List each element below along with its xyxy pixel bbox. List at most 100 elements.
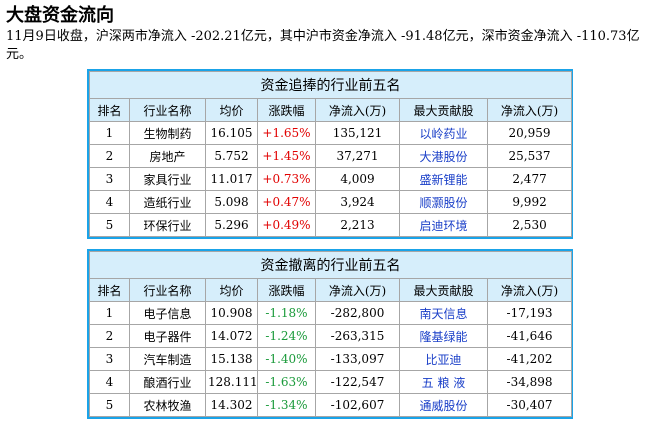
net-inflow-cell: 37,271: [315, 144, 400, 168]
rank-cell: 1: [89, 121, 130, 145]
net-inflow-cell: 3,924: [315, 190, 400, 214]
net-inflow-cell: -263,315: [315, 324, 400, 348]
net-inflow-cell: 135,121: [315, 121, 400, 145]
table-row: 5 农林牧渔 14.302 -1.34% -102,607 通威股份 -30,4…: [89, 393, 573, 417]
rank-cell: 3: [89, 347, 130, 371]
col-header-price: 均价: [205, 278, 258, 302]
top-stock-link[interactable]: 南天信息: [399, 301, 488, 325]
col-header-rank: 排名: [89, 98, 130, 122]
table-row: 3 家具行业 11.017 +0.73% 4,009 盛新锂能 2,477: [89, 167, 573, 191]
table-row: 2 电子器件 14.072 -1.24% -263,315 隆基绿能 -41,6…: [89, 324, 573, 348]
table-row: 2 房地产 5.752 +1.45% 37,271 大港股份 25,537: [89, 144, 573, 168]
price-cell: 128.111: [205, 370, 258, 394]
price-cell: 10.908: [205, 301, 258, 325]
col-header-net-inflow: 净流入(万): [315, 98, 400, 122]
col-header-price: 均价: [205, 98, 258, 122]
table-row: 5 环保行业 5.296 +0.49% 2,213 启迪环境 2,530: [89, 213, 573, 237]
rank-cell: 2: [89, 324, 130, 348]
industry-cell: 生物制药: [129, 121, 206, 145]
industry-cell: 农林牧渔: [129, 393, 206, 417]
stock-net-inflow-cell: -17,193: [486, 301, 573, 325]
industry-cell: 电子信息: [129, 301, 206, 325]
top-stock-link[interactable]: 盛新锂能: [399, 167, 488, 191]
col-header-top-stock: 最大贡献股: [399, 98, 488, 122]
col-header-stock-net-inflow: 净流入(万): [486, 278, 573, 302]
outflow-header-row: 排名 行业名称 均价 涨跌幅 净流入(万) 最大贡献股 净流入(万): [89, 278, 573, 302]
table-row: 3 汽车制造 15.138 -1.40% -133,097 比亚迪 -41,20…: [89, 347, 573, 371]
industry-cell: 酿酒行业: [129, 370, 206, 394]
col-header-industry: 行业名称: [129, 98, 206, 122]
table-row: 4 造纸行业 5.098 +0.47% 3,924 顺灏股份 9,992: [89, 190, 573, 214]
inflow-table-title: 资金追捧的行业前五名: [88, 71, 573, 99]
outflow-table-title: 资金撤离的行业前五名: [88, 251, 573, 279]
change-cell: +0.73%: [257, 167, 316, 191]
price-cell: 5.752: [205, 144, 258, 168]
price-cell: 16.105: [205, 121, 258, 145]
price-cell: 14.302: [205, 393, 258, 417]
change-cell: +1.65%: [257, 121, 316, 145]
net-inflow-cell: -133,097: [315, 347, 400, 371]
stock-net-inflow-cell: -34,898: [486, 370, 573, 394]
industry-cell: 造纸行业: [129, 190, 206, 214]
market-summary: 11月9日收盘，沪深两市净流入 -202.21亿元，其中沪市资金净流入 -91.…: [6, 29, 640, 62]
price-cell: 14.072: [205, 324, 258, 348]
rank-cell: 3: [89, 167, 130, 191]
col-header-change: 涨跌幅: [257, 98, 316, 122]
change-cell: -1.40%: [257, 347, 316, 371]
top-stock-link[interactable]: 启迪环境: [399, 213, 488, 237]
change-cell: +1.45%: [257, 144, 316, 168]
stock-net-inflow-cell: 20,959: [486, 121, 573, 145]
net-inflow-cell: 4,009: [315, 167, 400, 191]
top-stock-link[interactable]: 比亚迪: [399, 347, 488, 371]
inflow-header-row: 排名 行业名称 均价 涨跌幅 净流入(万) 最大贡献股 净流入(万): [89, 98, 573, 122]
rank-cell: 4: [89, 190, 130, 214]
price-cell: 5.296: [205, 213, 258, 237]
rank-cell: 1: [89, 301, 130, 325]
change-cell: -1.63%: [257, 370, 316, 394]
change-cell: +0.49%: [257, 213, 316, 237]
col-header-rank: 排名: [89, 278, 130, 302]
industry-cell: 电子器件: [129, 324, 206, 348]
page-title: 大盘资金流向: [6, 5, 114, 26]
rank-cell: 5: [89, 213, 130, 237]
top-stock-link[interactable]: 五 粮 液: [399, 370, 488, 394]
change-cell: -1.18%: [257, 301, 316, 325]
inflow-table: 资金追捧的行业前五名 排名 行业名称 均价 涨跌幅 净流入(万) 最大贡献股 净…: [88, 71, 573, 237]
price-cell: 11.017: [205, 167, 258, 191]
industry-cell: 汽车制造: [129, 347, 206, 371]
net-inflow-cell: -102,607: [315, 393, 400, 417]
table-row: 1 电子信息 10.908 -1.18% -282,800 南天信息 -17,1…: [89, 301, 573, 325]
top-stock-link[interactable]: 大港股份: [399, 144, 488, 168]
outflow-table: 资金撤离的行业前五名 排名 行业名称 均价 涨跌幅 净流入(万) 最大贡献股 净…: [88, 251, 573, 417]
top-stock-link[interactable]: 通威股份: [399, 393, 488, 417]
price-cell: 5.098: [205, 190, 258, 214]
net-inflow-cell: -122,547: [315, 370, 400, 394]
col-header-change: 涨跌幅: [257, 278, 316, 302]
top-stock-link[interactable]: 以岭药业: [399, 121, 488, 145]
change-cell: -1.34%: [257, 393, 316, 417]
outflow-table-panel: 资金撤离的行业前五名 排名 行业名称 均价 涨跌幅 净流入(万) 最大贡献股 净…: [87, 249, 573, 419]
table-row: 4 酿酒行业 128.111 -1.63% -122,547 五 粮 液 -34…: [89, 370, 573, 394]
col-header-net-inflow: 净流入(万): [315, 278, 400, 302]
rank-cell: 4: [89, 370, 130, 394]
stock-net-inflow-cell: -41,646: [486, 324, 573, 348]
stock-net-inflow-cell: 9,992: [486, 190, 573, 214]
inflow-table-panel: 资金追捧的行业前五名 排名 行业名称 均价 涨跌幅 净流入(万) 最大贡献股 净…: [87, 69, 573, 239]
industry-cell: 环保行业: [129, 213, 206, 237]
change-cell: +0.47%: [257, 190, 316, 214]
stock-net-inflow-cell: 25,537: [486, 144, 573, 168]
change-cell: -1.24%: [257, 324, 316, 348]
rank-cell: 2: [89, 144, 130, 168]
net-inflow-cell: -282,800: [315, 301, 400, 325]
top-stock-link[interactable]: 隆基绿能: [399, 324, 488, 348]
stock-net-inflow-cell: -41,202: [486, 347, 573, 371]
col-header-stock-net-inflow: 净流入(万): [486, 98, 573, 122]
stock-net-inflow-cell: 2,477: [486, 167, 573, 191]
industry-cell: 房地产: [129, 144, 206, 168]
col-header-industry: 行业名称: [129, 278, 206, 302]
table-row: 1 生物制药 16.105 +1.65% 135,121 以岭药业 20,959: [89, 121, 573, 145]
price-cell: 15.138: [205, 347, 258, 371]
top-stock-link[interactable]: 顺灏股份: [399, 190, 488, 214]
rank-cell: 5: [89, 393, 130, 417]
net-inflow-cell: 2,213: [315, 213, 400, 237]
